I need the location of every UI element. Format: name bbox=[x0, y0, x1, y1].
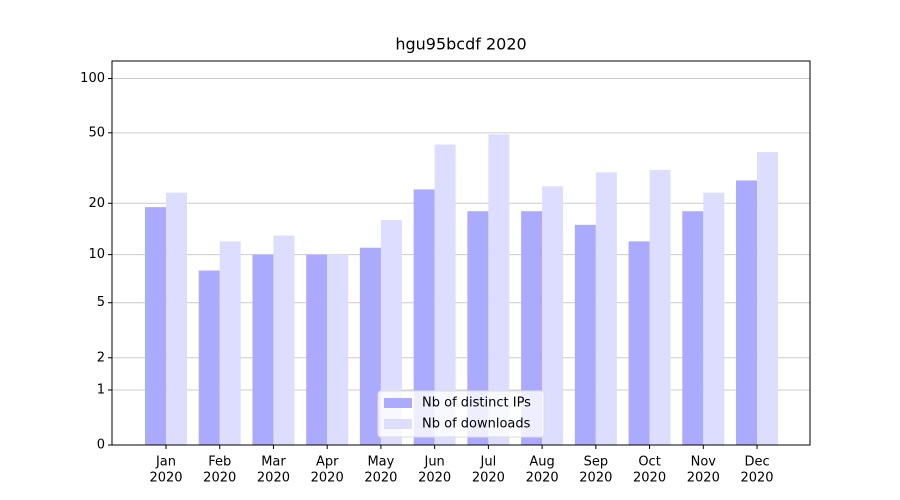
x-tick-label: 2020 bbox=[311, 471, 344, 486]
bar bbox=[736, 180, 758, 445]
x-tick-label: May bbox=[367, 455, 394, 470]
x-tick-label: 2020 bbox=[526, 471, 559, 486]
bars bbox=[145, 134, 779, 446]
bar bbox=[306, 254, 328, 445]
bar bbox=[145, 207, 166, 445]
x-tick-label: Nov bbox=[691, 455, 717, 470]
bar bbox=[649, 169, 671, 445]
y-tick-label: 2 bbox=[97, 350, 105, 365]
x-tick-label: Jan bbox=[155, 455, 176, 470]
legend: Nb of distinct IPs Nb of downloads bbox=[377, 390, 545, 438]
x-tick-label: 2020 bbox=[472, 471, 505, 486]
bar bbox=[252, 254, 274, 445]
bar bbox=[166, 192, 187, 445]
x-tick-label: 2020 bbox=[257, 471, 290, 486]
bar bbox=[682, 211, 704, 445]
x-tick-label: 2020 bbox=[203, 471, 236, 486]
y-tick-label: 20 bbox=[88, 196, 105, 211]
x-tick-label: Jun bbox=[423, 455, 444, 470]
legend-box bbox=[377, 390, 545, 438]
bar bbox=[327, 254, 349, 445]
bar bbox=[521, 211, 543, 445]
x-tick-label: Sep bbox=[584, 455, 609, 470]
bar bbox=[574, 224, 596, 445]
x-tick-label: 2020 bbox=[364, 471, 397, 486]
chart-title: hgu95bcdf 2020 bbox=[395, 35, 526, 54]
x-tick-label: Mar bbox=[261, 455, 286, 470]
y-tick-label: 1 bbox=[97, 382, 105, 397]
x-tick-label: 2020 bbox=[740, 471, 773, 486]
x-tick-label: 2020 bbox=[418, 471, 451, 486]
legend-label: Nb of distinct IPs bbox=[422, 396, 531, 411]
bar bbox=[273, 235, 295, 445]
x-tick-label: Oct bbox=[638, 455, 660, 470]
bar bbox=[198, 270, 220, 445]
y-tick-label: 50 bbox=[88, 125, 105, 140]
bar bbox=[488, 134, 510, 446]
legend-swatch bbox=[384, 398, 412, 408]
x-tick-label: Apr bbox=[316, 455, 339, 470]
x-tick-label: Dec bbox=[744, 455, 769, 470]
bar bbox=[595, 172, 617, 445]
bar bbox=[467, 211, 489, 445]
y-tick-label: 10 bbox=[88, 247, 105, 262]
x-tick-label: 2020 bbox=[579, 471, 612, 486]
x-tick-label: 2020 bbox=[149, 471, 182, 486]
x-tick-label: Aug bbox=[529, 455, 554, 470]
y-tick-label: 100 bbox=[80, 71, 105, 86]
ticks: 0125102050100Jan2020Feb2020Mar2020Apr202… bbox=[80, 71, 773, 485]
x-tick-label: 2020 bbox=[633, 471, 666, 486]
bar bbox=[703, 192, 725, 445]
bar bbox=[380, 220, 402, 445]
x-tick-label: Jul bbox=[480, 455, 497, 470]
x-tick-label: Feb bbox=[208, 455, 231, 470]
bar bbox=[542, 186, 564, 445]
bar bbox=[219, 241, 241, 445]
bar bbox=[359, 247, 381, 445]
bar bbox=[757, 152, 779, 445]
x-tick-label: 2020 bbox=[687, 471, 720, 486]
y-tick-label: 5 bbox=[97, 295, 105, 310]
legend-label: Nb of downloads bbox=[422, 417, 531, 432]
legend-swatch bbox=[384, 419, 412, 429]
bar bbox=[434, 144, 456, 445]
axes-frame bbox=[111, 60, 811, 446]
bar bbox=[628, 241, 650, 445]
y-tick-label: 0 bbox=[97, 438, 105, 453]
bar bbox=[413, 189, 435, 445]
